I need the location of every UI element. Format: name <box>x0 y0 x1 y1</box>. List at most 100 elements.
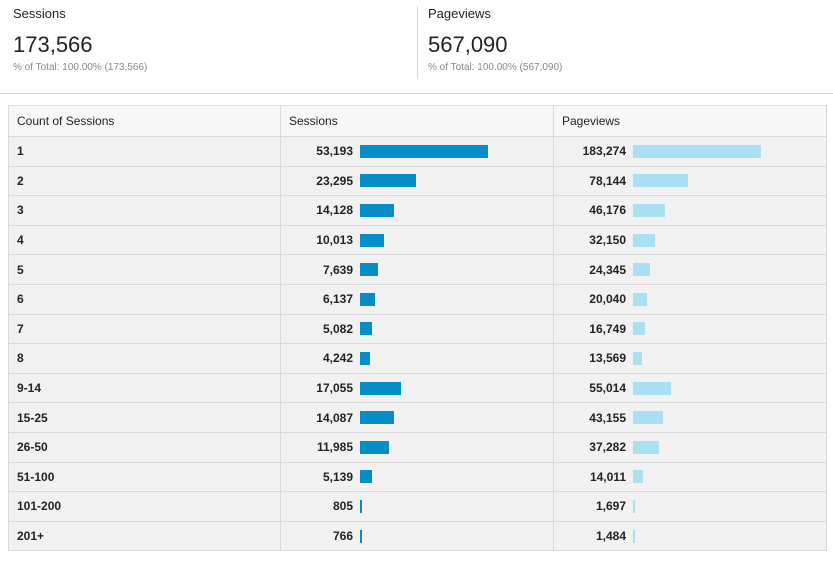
sessions-cell: 7,639 <box>280 254 554 285</box>
sessions-bar-track <box>360 351 490 365</box>
dimension-cell[interactable]: 9-14 <box>8 372 281 404</box>
sessions-cell-content: 4,242 <box>281 344 553 373</box>
dimension-cell[interactable]: 15-25 <box>8 402 281 433</box>
pageviews-cell: 37,282 <box>553 431 827 463</box>
sessions-value: 53,193 <box>316 144 353 159</box>
pageviews-cell: 32,150 <box>553 224 827 256</box>
dimension-cell[interactable]: 8 <box>8 343 281 374</box>
sessions-scorecard[interactable]: Sessions 173,566 % of Total: 100.00% (17… <box>13 6 147 74</box>
sessions-bar <box>360 351 371 365</box>
dimension-cell[interactable]: 7 <box>8 313 281 345</box>
sessions-bar-track <box>360 381 490 395</box>
sessions-cell: 53,193 <box>280 136 554 167</box>
dimension-cell[interactable]: 101-200 <box>8 491 281 522</box>
column-header-sessions[interactable]: Sessions <box>280 105 554 137</box>
pageviews-bar <box>633 203 666 217</box>
pageviews-bar-track <box>633 499 763 513</box>
sessions-value: 6,137 <box>322 292 353 307</box>
pageviews-bar <box>633 529 635 543</box>
dimension-cell[interactable]: 1 <box>8 136 281 167</box>
pageviews-cell-content: 1,484 <box>554 522 826 551</box>
sessions-bar-track <box>360 499 490 513</box>
pageviews-cell-content: 24,345 <box>554 255 826 284</box>
sessions-bar <box>360 322 373 336</box>
metric-value: 567,090 <box>428 32 508 57</box>
table-row: 1 53,193 183,274 <box>8 136 827 167</box>
dimension-cell[interactable]: 6 <box>8 283 281 315</box>
pageviews-cell-content: 37,282 <box>554 433 826 462</box>
sessions-value: 23,295 <box>316 173 353 188</box>
pageviews-bar <box>633 470 643 484</box>
table-row: 2 23,295 78,144 <box>8 165 827 197</box>
metric-percent-of-total: % of Total: 100.00% (567,090) <box>428 62 562 74</box>
table-row: 3 14,128 46,176 <box>8 195 827 226</box>
pageviews-bar-track <box>633 174 763 188</box>
sessions-cell-content: 11,985 <box>281 433 553 462</box>
sessions-bar-track <box>360 529 490 543</box>
pageviews-cell: 78,144 <box>553 165 827 197</box>
sessions-bar <box>360 292 375 306</box>
sessions-bar <box>360 203 394 217</box>
pageviews-bar-track <box>633 203 763 217</box>
pageviews-cell: 14,011 <box>553 461 827 493</box>
column-header-count-of-sessions[interactable]: Count of Sessions <box>8 105 281 137</box>
pageviews-value: 16,749 <box>589 321 626 336</box>
sessions-cell-content: 10,013 <box>281 226 553 255</box>
table-row: 7 5,082 16,749 <box>8 313 827 345</box>
pageviews-value: 55,014 <box>589 381 626 396</box>
sessions-cell: 11,985 <box>280 431 554 463</box>
dimension-cell[interactable]: 2 <box>8 165 281 197</box>
pageviews-cell-content: 20,040 <box>554 285 826 314</box>
pageviews-cell-content: 55,014 <box>554 374 826 403</box>
dimension-cell[interactable]: 5 <box>8 254 281 285</box>
pageviews-cell: 55,014 <box>553 372 827 404</box>
percent-prefix: % of Total: 100.00% <box>428 62 517 73</box>
pageviews-bar-track <box>633 233 763 247</box>
pageviews-cell-content: 16,749 <box>554 315 826 344</box>
table-row: 101-200 805 1,697 <box>8 491 827 522</box>
pageviews-bar-track <box>633 381 763 395</box>
pageviews-scorecard[interactable]: Pageviews 567,090 % of Total: 100.00% (5… <box>417 6 562 79</box>
pageviews-value: 1,484 <box>595 529 626 544</box>
sessions-cell-content: 805 <box>281 492 553 521</box>
sessions-value: 7,639 <box>322 262 353 277</box>
sessions-bar-track <box>360 203 490 217</box>
sessions-value: 14,087 <box>316 410 353 425</box>
pageviews-cell-content: 78,144 <box>554 167 826 196</box>
sessions-bar <box>360 263 379 277</box>
sessions-bar <box>360 529 362 543</box>
pageviews-bar-track <box>633 440 763 454</box>
sessions-bar-track <box>360 292 490 306</box>
sessions-cell: 5,082 <box>280 313 554 345</box>
report-table: Count of Sessions Sessions Pageviews 1 53… <box>8 105 827 552</box>
pageviews-bar <box>633 351 643 365</box>
pageviews-value: 37,282 <box>589 440 626 455</box>
table-row: 6 6,137 20,040 <box>8 283 827 315</box>
pageviews-cell-content: 43,155 <box>554 403 826 432</box>
table-row: 5 7,639 24,345 <box>8 254 827 285</box>
pageviews-bar <box>633 233 656 247</box>
sessions-bar <box>360 470 373 484</box>
metric-percent-of-total: % of Total: 100.00% (173,566) <box>13 62 147 74</box>
dimension-cell[interactable]: 201+ <box>8 520 281 552</box>
pageviews-bar <box>633 322 645 336</box>
dimension-cell[interactable]: 26-50 <box>8 431 281 463</box>
sessions-cell-content: 23,295 <box>281 167 553 196</box>
sessions-bar <box>360 174 417 188</box>
pageviews-cell-content: 183,274 <box>554 137 826 166</box>
sessions-bar <box>360 381 402 395</box>
sessions-value: 17,055 <box>316 381 353 396</box>
dimension-cell[interactable]: 51-100 <box>8 461 281 493</box>
table-body: 1 53,193 183,274 2 23,295 78,144 3 14,128 46,176… <box>8 136 827 552</box>
pageviews-cell: 24,345 <box>553 254 827 285</box>
table-row: 15-25 14,087 43,155 <box>8 402 827 433</box>
table-row: 4 10,013 32,150 <box>8 224 827 256</box>
sessions-bar <box>360 499 362 513</box>
pageviews-value: 46,176 <box>589 203 626 218</box>
dimension-cell[interactable]: 4 <box>8 224 281 256</box>
percent-total: (173,566) <box>104 62 148 73</box>
table-row: 51-100 5,139 14,011 <box>8 461 827 493</box>
sessions-bar-track <box>360 263 490 277</box>
dimension-cell[interactable]: 3 <box>8 195 281 226</box>
column-header-pageviews[interactable]: Pageviews <box>553 105 827 137</box>
